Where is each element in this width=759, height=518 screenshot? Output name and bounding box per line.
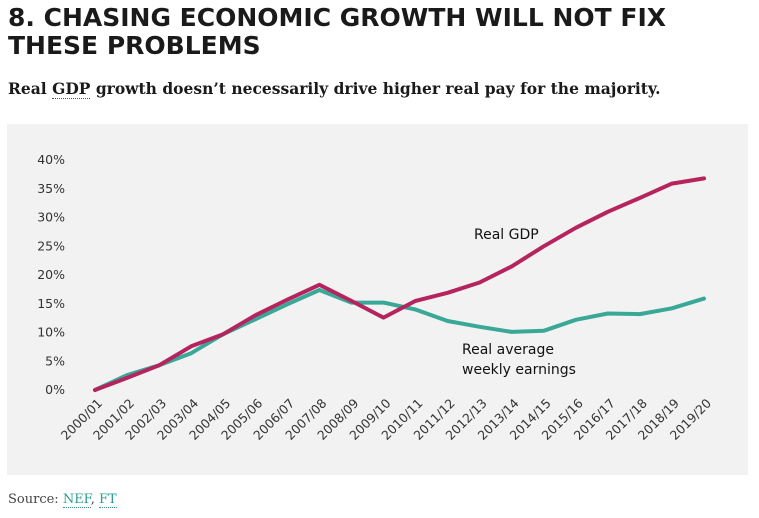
y-tick-label: 40%: [37, 152, 65, 167]
gdp-abbreviation[interactable]: GDP: [52, 79, 91, 99]
source-separator: ,: [90, 492, 99, 507]
y-tick-label: 15%: [37, 296, 65, 311]
chart-subtitle: Real GDP growth doesn’t necessarily driv…: [8, 79, 748, 99]
source-line: Source: NEF, FT: [8, 492, 117, 508]
subtitle-suffix: growth doesn’t necessarily drive higher …: [90, 79, 661, 98]
annotation-earnings-line2: weekly earnings: [462, 362, 576, 378]
annotation-real-gdp: Real GDP: [474, 227, 539, 243]
source-label: Source:: [8, 492, 63, 507]
chart-panel: 0% 5% 10% 15% 20% 25% 30% 35% 40% 2000/01 2001/02…: [7, 124, 748, 475]
y-tick-label: 0%: [45, 382, 65, 397]
series-line-real-gdp: [93, 176, 706, 392]
page-title: 8. CHASING ECONOMIC GROWTH WILL NOT FIX …: [8, 3, 667, 60]
y-tick-label: 20%: [37, 267, 65, 282]
chart-series: [93, 176, 706, 392]
y-tick-label: 5%: [45, 353, 65, 368]
line-chart: 0% 5% 10% 15% 20% 25% 30% 35% 40% 2000/012001/02…: [37, 152, 714, 443]
source-link-nef[interactable]: NEF: [62, 492, 91, 508]
y-tick-label: 10%: [37, 325, 65, 340]
series-line-real-earnings: [93, 288, 706, 392]
subtitle-prefix: Real: [8, 79, 53, 98]
y-axis-ticks: 0% 5% 10% 15% 20% 25% 30% 35% 40%: [37, 152, 65, 397]
source-link-ft[interactable]: FT: [98, 492, 117, 508]
y-tick-label: 30%: [37, 210, 65, 225]
annotation-earnings-line1: Real average: [462, 342, 554, 358]
x-axis-ticks: 2000/012001/022002/032003/042004/052005/…: [58, 395, 714, 442]
y-tick-label: 35%: [37, 181, 65, 196]
y-tick-label: 25%: [37, 238, 65, 253]
